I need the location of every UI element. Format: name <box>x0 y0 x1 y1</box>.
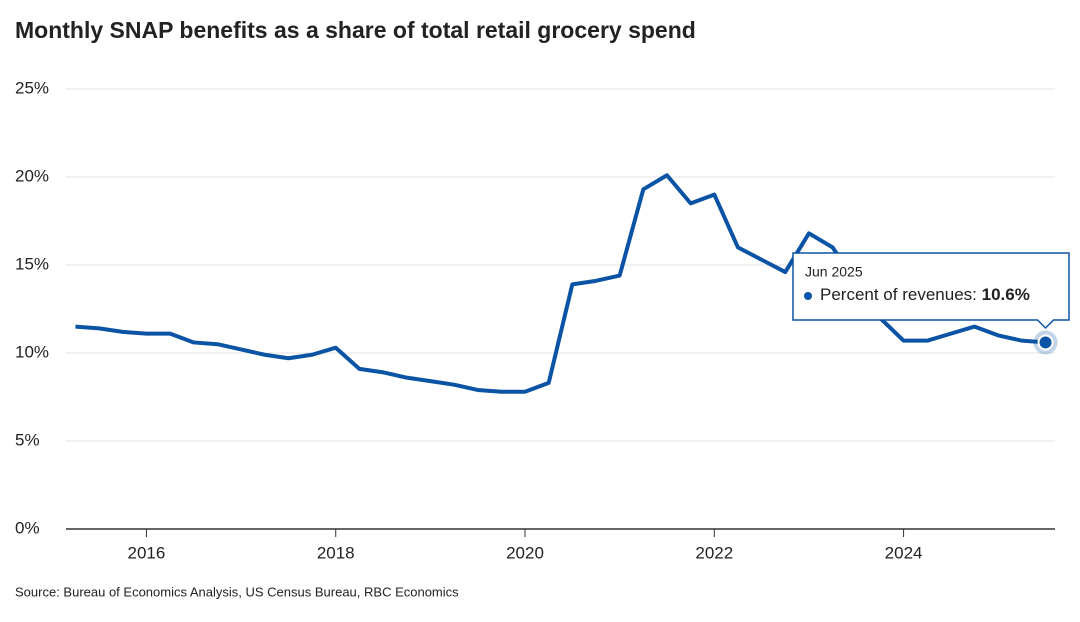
y-tick-label: 15% <box>15 254 49 273</box>
y-tick-label: 10% <box>15 342 49 361</box>
x-tick-label: 2018 <box>317 543 355 562</box>
y-tick-label: 20% <box>15 166 49 185</box>
y-tick-label: 25% <box>15 78 49 97</box>
chart-title: Monthly SNAP benefits as a share of tota… <box>15 17 696 43</box>
tooltip-value: 10.6% <box>982 285 1030 304</box>
tooltip-box <box>792 252 1070 330</box>
tooltip-label: Percent of revenues: 10.6% <box>820 285 1030 304</box>
source-note: Source: Bureau of Economics Analysis, US… <box>15 584 459 599</box>
y-tick-label: 0% <box>15 518 40 537</box>
tooltip-series: Percent of revenues: <box>820 285 977 304</box>
x-tick-label: 2016 <box>128 543 166 562</box>
data-line <box>75 173 1046 394</box>
tooltip-swatch <box>804 292 812 300</box>
highlight-point <box>1037 334 1054 351</box>
y-tick-label: 5% <box>15 430 40 449</box>
x-tick-label: 2024 <box>885 543 923 562</box>
tooltip-date: Jun 2025 <box>805 264 863 280</box>
x-tick-label: 2020 <box>506 543 544 562</box>
x-tick-label: 2022 <box>695 543 733 562</box>
